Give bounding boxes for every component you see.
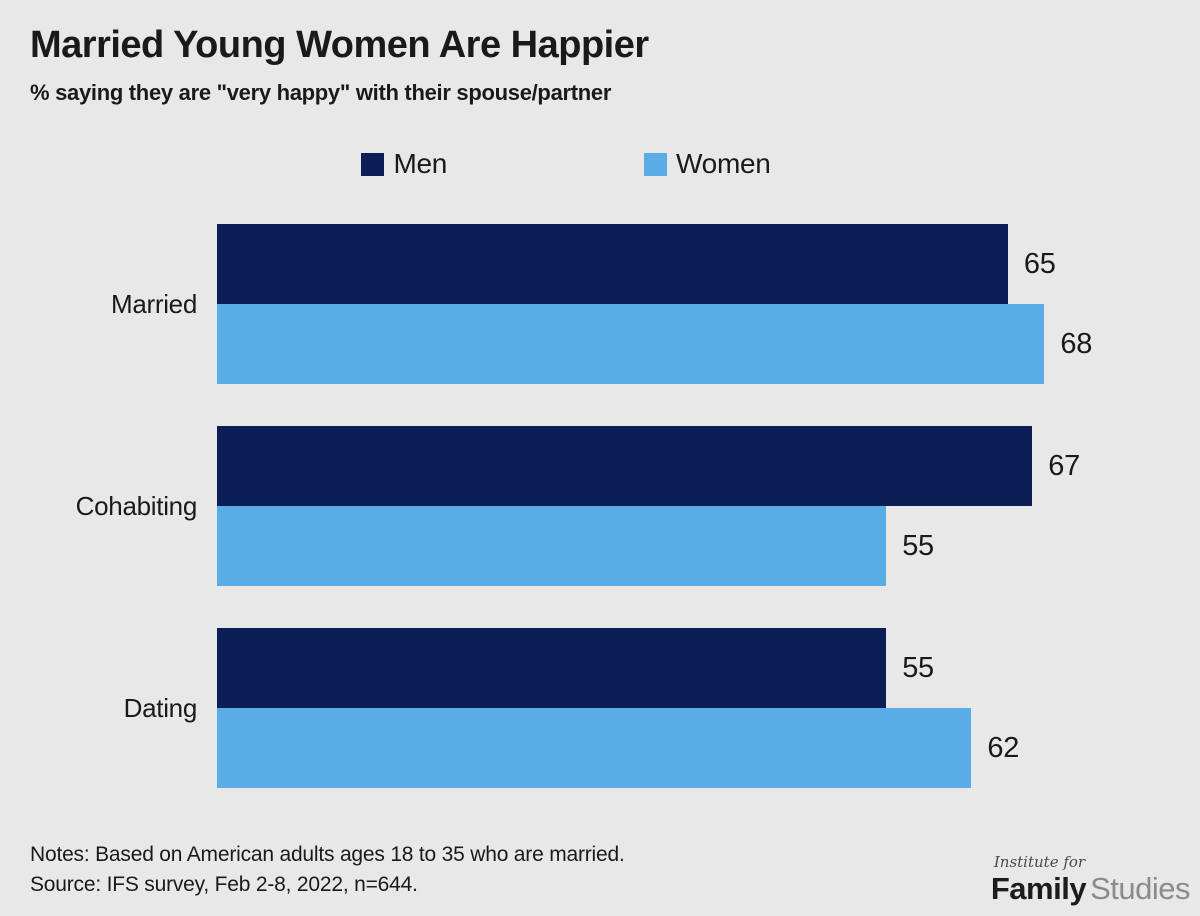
bar-pair: 55 62 [217,628,1160,788]
value-label: 65 [1023,247,1056,280]
value-label: 68 [1060,327,1093,360]
category-label: Married [110,288,197,319]
category-label: Cohabiting [75,490,198,521]
legend-label-women: Women [676,148,771,179]
ifs-logo: Institute for Family Studies [990,853,1191,906]
legend-label-men: Men [393,148,448,179]
bar-group-married: Married 65 68 [30,224,1160,384]
bar-pair: 65 68 [217,224,1160,384]
logo-institute-for: Institute for [993,853,1086,871]
bar-row: 55 [217,506,1160,586]
bar-chart: Married 65 68 Cohabiting 67 55 Dating 55 62 [30,224,1160,788]
value-label: 67 [1048,449,1080,482]
bar-women-dating [217,708,972,788]
bar-row: 62 [217,708,1160,788]
bar-men-married [217,224,1008,304]
value-label: 55 [902,529,934,562]
chart-subtitle: % saying they are "very happy" with thei… [30,80,612,105]
bar-group-dating: Dating 55 62 [30,628,1160,788]
notes-text: Notes: Based on American adults ages 18 … [30,843,625,866]
bar-row: 67 [217,426,1160,506]
women-legend-swatch-icon [644,152,668,176]
men-legend-swatch-icon [361,152,385,176]
logo-studies: Studies [1090,871,1190,906]
legend: Men Women [0,148,1151,180]
bar-row: 55 [217,628,1160,708]
bar-pair: 67 55 [217,426,1160,586]
legend-item-men: Men [361,148,447,180]
source-text: Source: IFS survey, Feb 2-8, 2022, n=644… [30,873,418,896]
notes-block: Notes: Based on American adults ages 18 … [30,840,1200,900]
chart-title: Married Young Women Are Happier [30,24,649,66]
bar-women-married [217,304,1045,384]
value-label: 55 [902,651,934,684]
bar-women-cohabiting [217,506,887,586]
legend-item-women: Women [644,148,771,180]
bar-group-cohabiting: Cohabiting 67 55 [30,426,1160,586]
bar-men-cohabiting [217,426,1033,506]
logo-family: Family [990,871,1087,906]
category-label: Dating [123,692,198,723]
bar-men-dating [217,628,887,708]
bar-row: 65 [217,224,1160,304]
logo-family-studies: Family Studies [990,871,1191,906]
bar-row: 68 [217,304,1160,384]
value-label: 62 [987,731,1020,764]
